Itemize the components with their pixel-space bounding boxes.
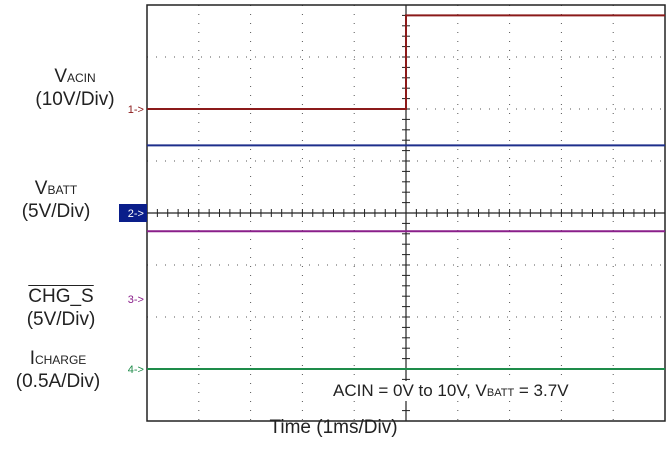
ch2-name-main: V bbox=[34, 178, 48, 199]
trace-ch1 bbox=[147, 14, 665, 110]
ch3-scale: (5V/Div) bbox=[26, 309, 96, 330]
ch2-marker-box bbox=[119, 204, 147, 222]
ch4-ground-marker: 4-> bbox=[128, 364, 144, 376]
x-axis-label: Time (1ms/Div) bbox=[269, 417, 398, 438]
ch1-label: VACIN (10V/Div) bbox=[6, 66, 144, 111]
ch1-ground-marker: 1-> bbox=[128, 104, 144, 116]
ch1-name-sub: ACIN bbox=[67, 71, 96, 85]
ch3-name-main: CHG_S bbox=[28, 286, 94, 307]
ch4-scale: (0.5A/Div) bbox=[15, 371, 101, 392]
test-condition: ACIN = 0V to 10V, VBATT = 3.7V bbox=[330, 381, 572, 401]
ch3-ground-marker: 3-> bbox=[128, 294, 144, 306]
condition-acin: ACIN = 0V to 10V, V bbox=[333, 381, 487, 400]
ch4-name-sub: CHARGE bbox=[34, 353, 87, 367]
condition-batt-val: = 3.7V bbox=[514, 381, 569, 400]
ch2-ground-marker: 2-> bbox=[128, 208, 144, 220]
ch3-label: CHG_S (5V/Div) bbox=[8, 286, 114, 331]
ch2-label: VBATT (5V/Div) bbox=[8, 178, 104, 223]
ch1-name-main: V bbox=[54, 66, 67, 87]
ch4-label: ICHARGE (0.5A/Div) bbox=[2, 348, 114, 393]
ch2-name-sub: BATT bbox=[47, 183, 78, 197]
ch1-scale: (10V/Div) bbox=[35, 89, 115, 110]
condition-batt-sub: BATT bbox=[486, 387, 515, 399]
ch2-scale: (5V/Div) bbox=[21, 201, 91, 222]
ch4-name-main: I bbox=[29, 348, 35, 369]
